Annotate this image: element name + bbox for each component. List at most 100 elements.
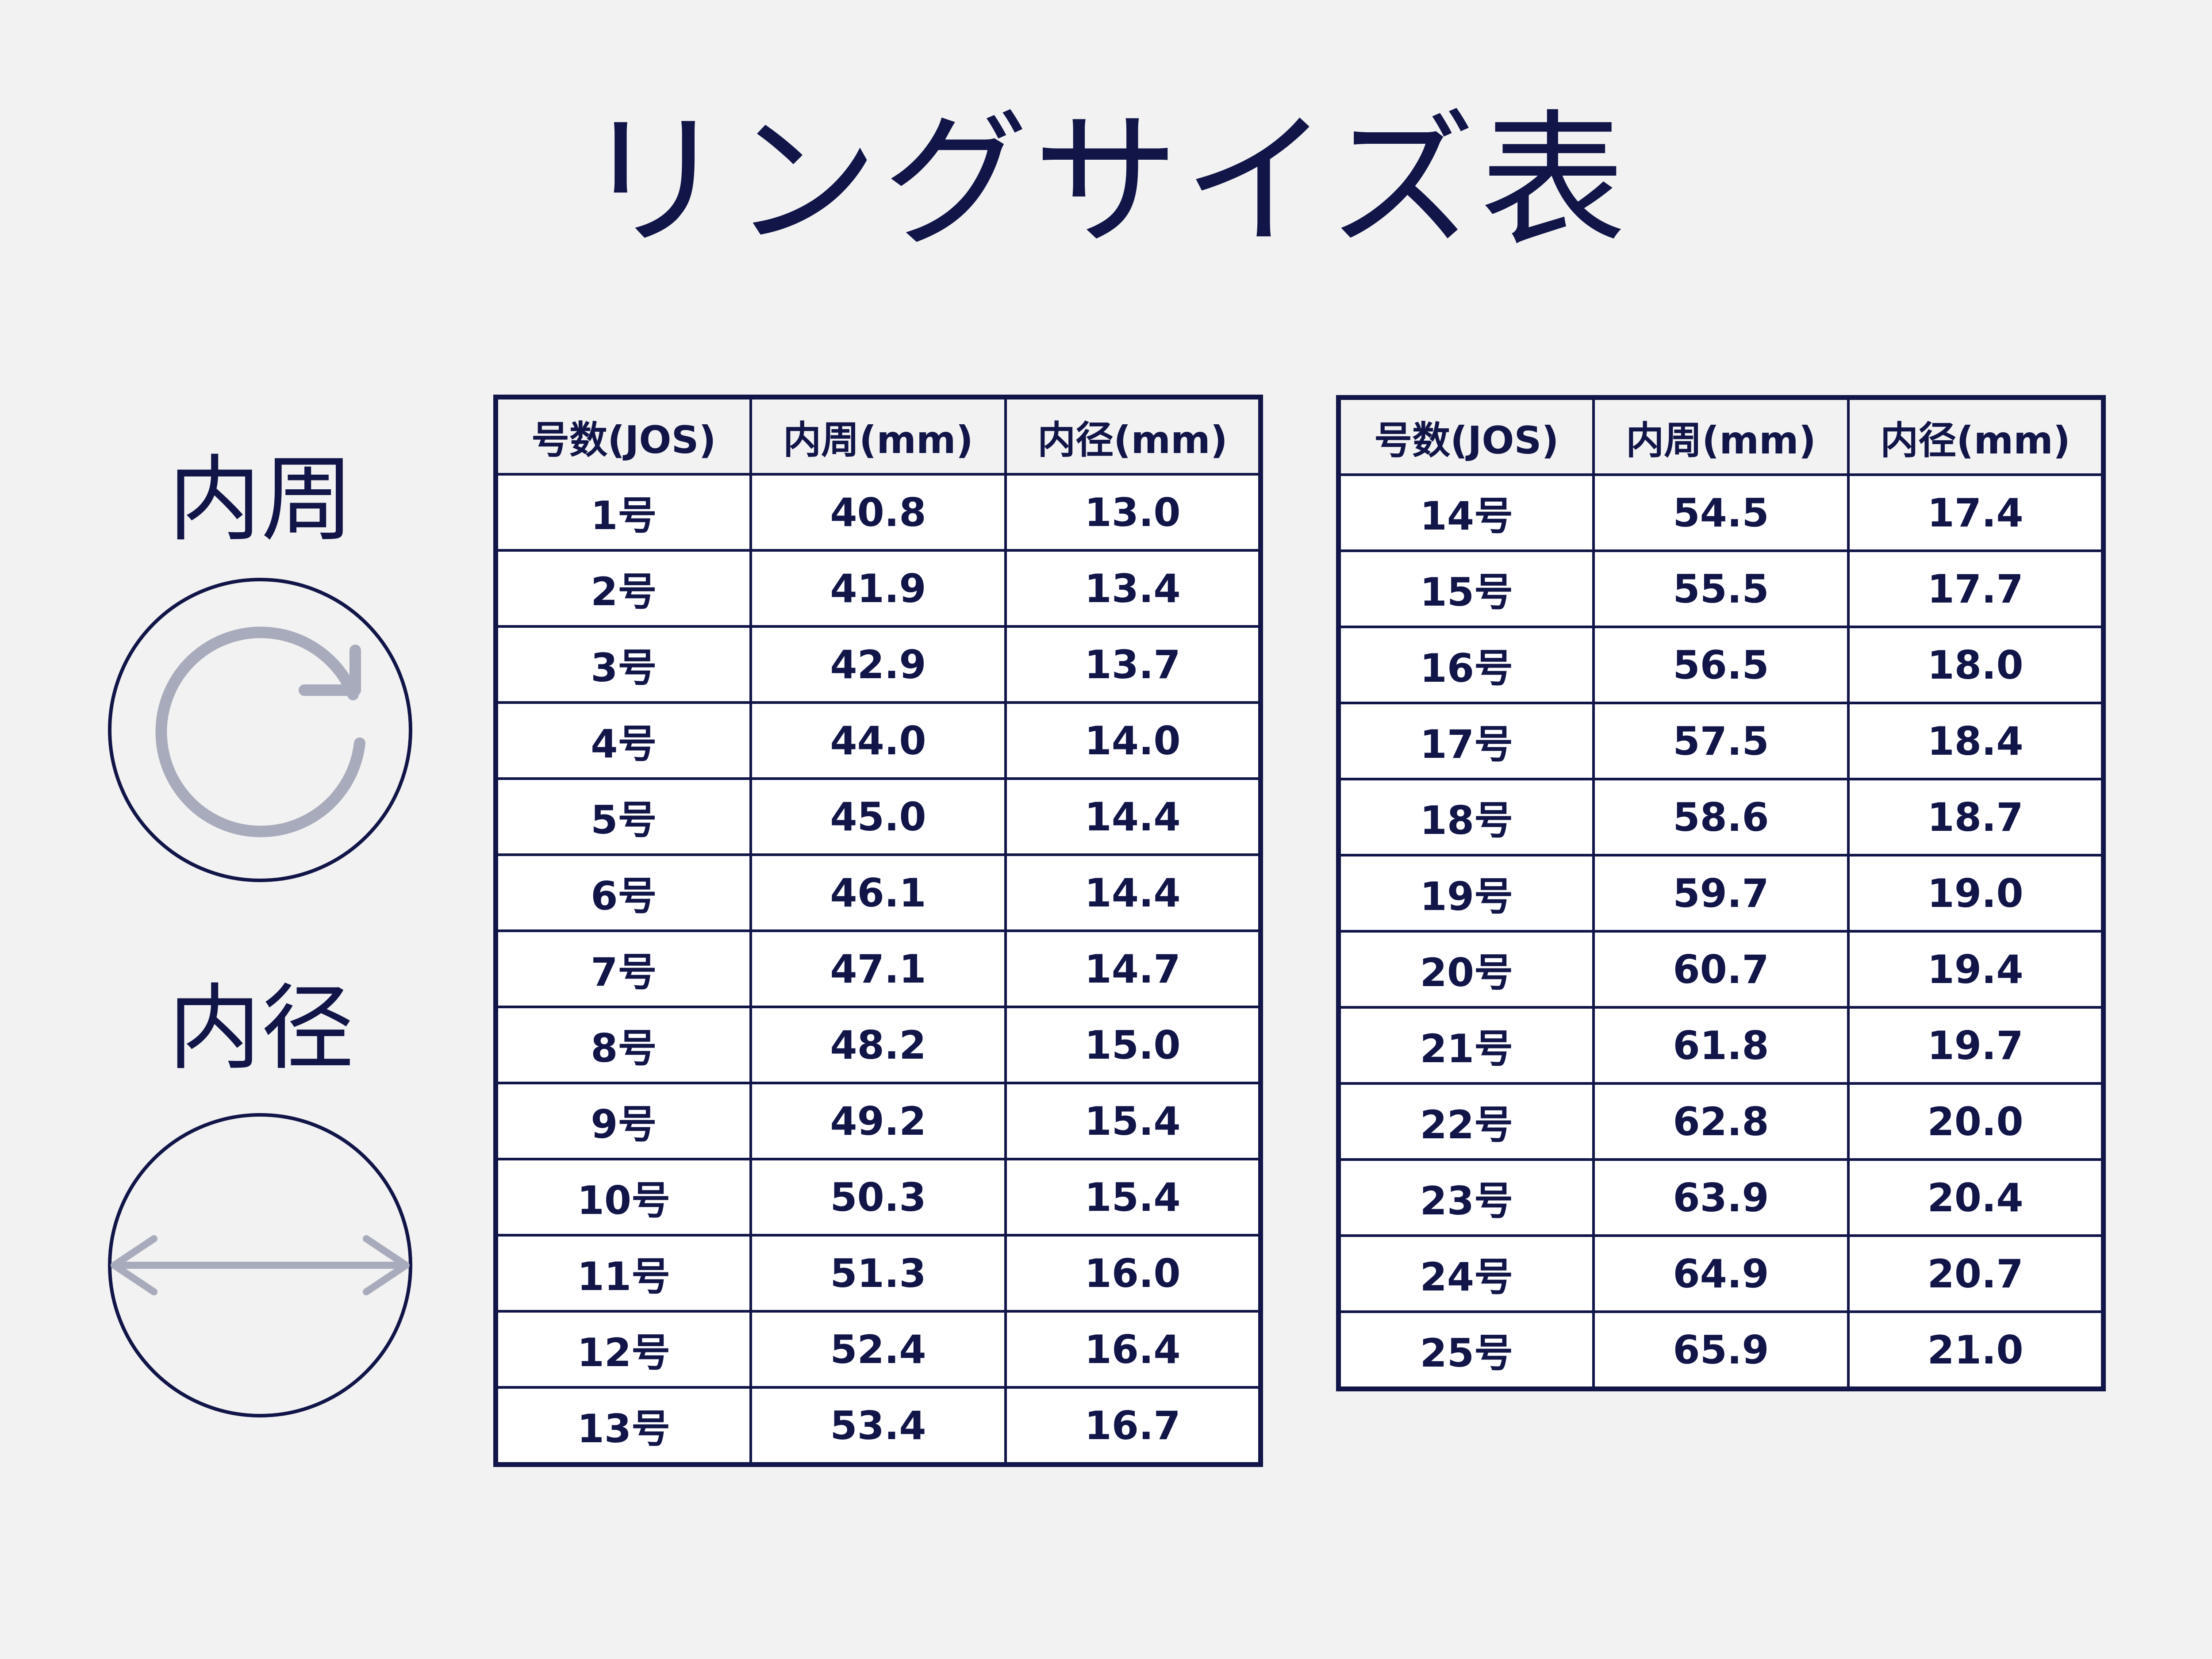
cell-size: 7号 (494, 929, 752, 1008)
cell-size: 12号 (494, 1310, 752, 1389)
table-header-row: 号数(JOS) 内周(mm) 内径(mm) (1337, 396, 2105, 476)
cell-diameter: 15.4 (1004, 1082, 1262, 1160)
cell-circumference: 45.0 (749, 777, 1007, 856)
cell-diameter: 15.4 (1004, 1158, 1262, 1237)
diameter-label: 内径 (168, 974, 354, 1083)
table-row: 14号 54.5 17.4 (1337, 473, 2105, 552)
table-row: 15号 55.5 17.7 (1337, 549, 2105, 628)
cell-size: 9号 (494, 1082, 752, 1160)
cell-diameter: 14.0 (1004, 701, 1262, 780)
table-row: 2号 41.9 13.4 (494, 549, 1262, 628)
ring-size-table-1: 号数(JOS) 内周(mm) 内径(mm) 1号 40.8 13.0 2号 41.9 13… (493, 395, 1263, 1467)
cell-size: 23号 (1337, 1158, 1595, 1237)
table-row: 20号 60.7 19.4 (1337, 930, 2105, 1009)
cell-circumference: 56.5 (1592, 626, 1850, 704)
table-row: 12号 52.4 16.4 (494, 1310, 1262, 1389)
cell-diameter: 21.0 (1847, 1310, 2105, 1390)
cell-diameter: 14.4 (1004, 853, 1262, 932)
cell-size: 10号 (494, 1158, 752, 1237)
cell-size: 16号 (1337, 626, 1595, 704)
cell-circumference: 44.0 (749, 701, 1007, 780)
table-row: 22号 62.8 20.0 (1337, 1082, 2105, 1161)
cell-circumference: 41.9 (749, 549, 1007, 628)
table-row: 18号 58.6 18.7 (1337, 778, 2105, 856)
cell-circumference: 58.6 (1592, 778, 1850, 856)
cell-circumference: 54.5 (1592, 473, 1850, 552)
double-arrow-icon (108, 1113, 412, 1417)
cell-circumference: 65.9 (1592, 1310, 1850, 1390)
cell-circumference: 47.1 (749, 929, 1007, 1008)
table-row: 7号 47.1 14.7 (494, 929, 1262, 1008)
cell-size: 24号 (1337, 1234, 1595, 1313)
cell-size: 20号 (1337, 930, 1595, 1009)
table-row: 17号 57.5 18.4 (1337, 702, 2105, 780)
cell-diameter: 20.4 (1847, 1158, 2105, 1237)
cell-size: 14号 (1337, 473, 1595, 552)
cell-size: 5号 (494, 777, 752, 856)
cell-circumference: 48.2 (749, 1006, 1007, 1084)
cell-circumference: 63.9 (1592, 1158, 1850, 1237)
cell-diameter: 20.7 (1847, 1234, 2105, 1313)
cell-size: 3号 (494, 625, 752, 704)
cell-diameter: 18.4 (1847, 702, 2105, 780)
table-row: 24号 64.9 20.7 (1337, 1234, 2105, 1313)
table-row: 19号 59.7 19.0 (1337, 854, 2105, 933)
cell-size: 19号 (1337, 854, 1595, 933)
cell-circumference: 62.8 (1592, 1082, 1850, 1161)
table-row: 11号 51.3 16.0 (494, 1234, 1262, 1313)
cell-circumference: 60.7 (1592, 930, 1850, 1009)
cell-size: 6号 (494, 853, 752, 932)
cell-circumference: 59.7 (1592, 854, 1850, 933)
table-row: 25号 65.9 21.0 (1337, 1310, 2105, 1390)
column-header-diameter: 内径(mm) (1004, 396, 1262, 476)
cell-circumference: 51.3 (749, 1234, 1007, 1313)
cell-diameter: 19.0 (1847, 854, 2105, 933)
circumference-label: 内周 (168, 445, 354, 554)
cell-size: 17号 (1337, 702, 1595, 780)
table-row: 8号 48.2 15.0 (494, 1006, 1262, 1084)
cell-circumference: 46.1 (749, 853, 1007, 932)
cell-diameter: 20.0 (1847, 1082, 2105, 1161)
column-header-size: 号数(JOS) (1337, 396, 1595, 476)
circular-arrow-icon (108, 578, 412, 882)
cell-diameter: 13.4 (1004, 549, 1262, 628)
page-title: リングサイズ表 (581, 96, 1631, 266)
cell-circumference: 42.9 (749, 625, 1007, 704)
cell-size: 11号 (494, 1234, 752, 1313)
table-row: 5号 45.0 14.4 (494, 777, 1262, 856)
cell-circumference: 49.2 (749, 1082, 1007, 1160)
cell-size: 8号 (494, 1006, 752, 1084)
table-header-row: 号数(JOS) 内周(mm) 内径(mm) (494, 396, 1262, 476)
cell-size: 2号 (494, 549, 752, 628)
cell-circumference: 40.8 (749, 473, 1007, 552)
cell-diameter: 17.7 (1847, 549, 2105, 628)
table-row: 16号 56.5 18.0 (1337, 626, 2105, 704)
cell-diameter: 19.7 (1847, 1006, 2105, 1085)
table-row: 3号 42.9 13.7 (494, 625, 1262, 704)
column-header-size: 号数(JOS) (494, 396, 752, 476)
column-header-circumference: 内周(mm) (749, 396, 1007, 476)
table-row: 21号 61.8 19.7 (1337, 1006, 2105, 1085)
table-row: 13号 53.4 16.7 (494, 1386, 1262, 1466)
cell-size: 15号 (1337, 549, 1595, 628)
cell-size: 4号 (494, 701, 752, 780)
cell-circumference: 57.5 (1592, 702, 1850, 780)
cell-diameter: 16.4 (1004, 1310, 1262, 1389)
cell-diameter: 14.7 (1004, 929, 1262, 1008)
table-row: 6号 46.1 14.4 (494, 853, 1262, 932)
cell-diameter: 19.4 (1847, 930, 2105, 1009)
cell-circumference: 64.9 (1592, 1234, 1850, 1313)
cell-circumference: 50.3 (749, 1158, 1007, 1237)
cell-circumference: 61.8 (1592, 1006, 1850, 1085)
cell-size: 18号 (1337, 778, 1595, 856)
cell-size: 22号 (1337, 1082, 1595, 1161)
cell-diameter: 15.0 (1004, 1006, 1262, 1084)
table-row: 23号 63.9 20.4 (1337, 1158, 2105, 1237)
cell-size: 25号 (1337, 1310, 1595, 1390)
cell-diameter: 18.7 (1847, 778, 2105, 856)
table-row: 10号 50.3 15.4 (494, 1158, 1262, 1237)
cell-size: 21号 (1337, 1006, 1595, 1085)
table-row: 4号 44.0 14.0 (494, 701, 1262, 780)
cell-diameter: 17.4 (1847, 473, 2105, 552)
cell-diameter: 16.0 (1004, 1234, 1262, 1313)
